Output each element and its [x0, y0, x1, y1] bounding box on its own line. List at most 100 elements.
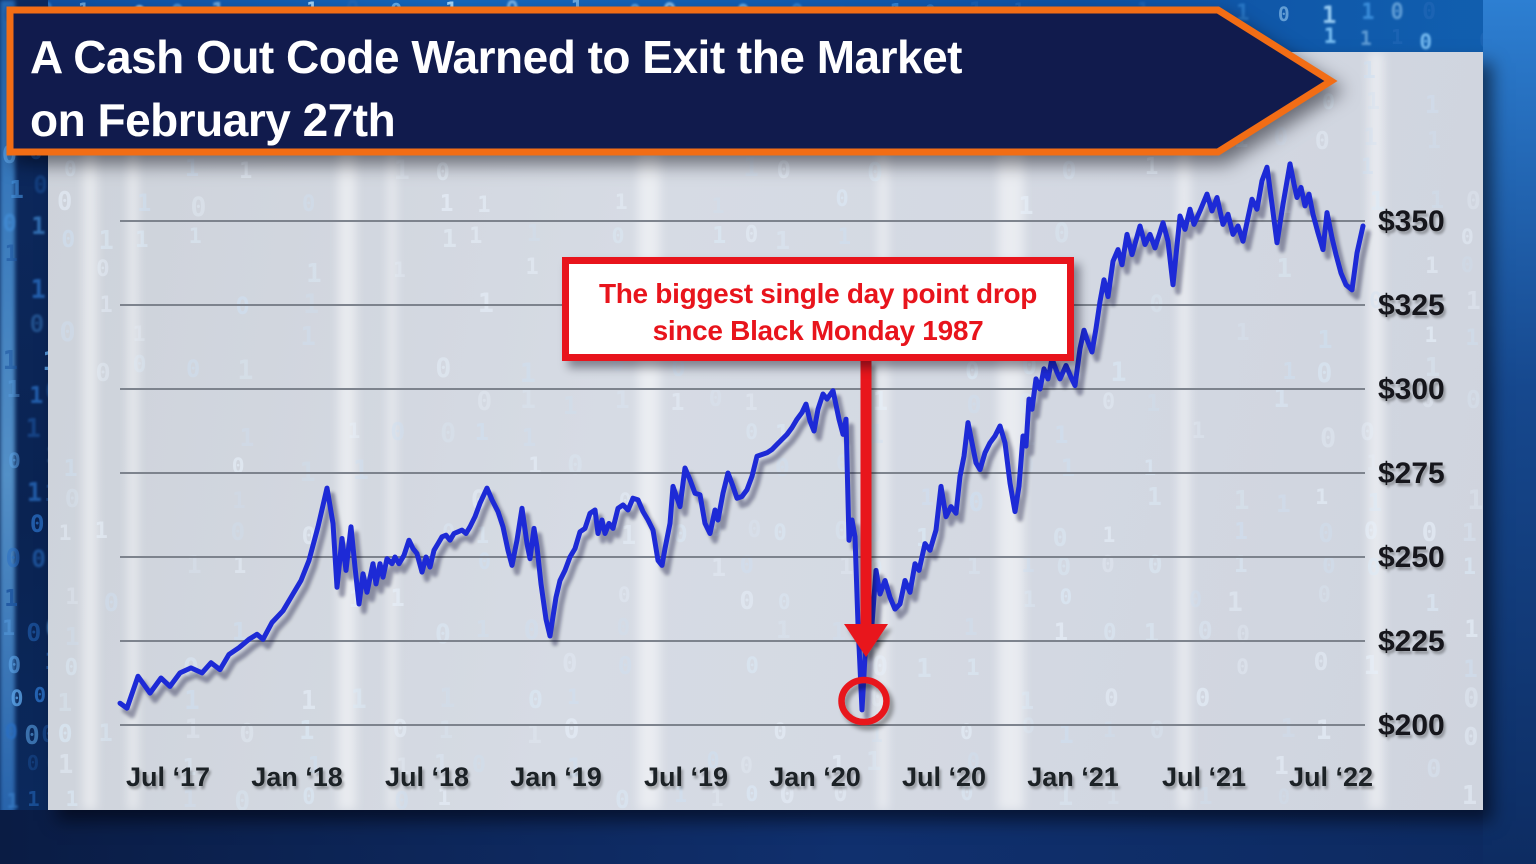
binary-digit: 0 [61, 225, 76, 253]
binary-digit: 1 [94, 518, 108, 544]
binary-digit: 1 [1467, 484, 1483, 516]
binary-digit: 1 [2, 344, 18, 375]
binary-digit: 1 [475, 614, 490, 643]
binary-digit: 0 [1317, 582, 1331, 608]
binary-digit: 1 [232, 487, 246, 514]
x-tick-label: Jul ‘17 [126, 762, 210, 792]
binary-digit: 1 [830, 749, 846, 779]
binary-digit: 0 [234, 787, 251, 810]
binary-digit: 1 [306, 258, 322, 289]
binary-digit: 0 [10, 686, 24, 712]
binary-digit: 0 [1465, 185, 1481, 215]
glow-bar [0, 0, 15, 864]
binary-digit: 1 [439, 190, 454, 217]
binary-digit: 0 [563, 715, 580, 746]
binary-digit: 1 [1233, 485, 1250, 516]
binary-digit: 0 [230, 516, 246, 546]
binary-digit: 1 [744, 390, 758, 417]
binary-digit: 1 [392, 257, 406, 283]
binary-digit: 1 [29, 380, 44, 409]
light-streak [1368, 52, 1384, 810]
price-line-group [117, 161, 1371, 720]
binary-digit: 1 [837, 224, 852, 251]
binary-digit: 1 [614, 189, 628, 215]
binary-digit: 1 [31, 211, 46, 240]
binary-digit: 1 [26, 476, 43, 507]
light-streak [388, 52, 396, 810]
binary-digit: 1 [63, 454, 78, 483]
binary-digit: 1 [920, 484, 934, 511]
binary-digit: 1 [441, 223, 457, 254]
y-tick-label: $325 [1378, 289, 1445, 322]
binary-digit: 1 [4, 242, 18, 268]
binary-digit: 0 [33, 683, 47, 708]
binary-digit: 0 [776, 155, 791, 184]
binary-digit: 0 [1102, 620, 1117, 647]
binary-digit: 0 [773, 719, 787, 746]
binary-digit: 1 [1102, 522, 1116, 548]
binary-digit: 0 [435, 352, 452, 384]
binary-digit: 1 [967, 553, 981, 580]
binary-digit: 1 [239, 158, 253, 184]
binary-digit: 0 [31, 543, 46, 573]
binary-digit: 0 [7, 652, 22, 679]
light-streak [878, 52, 888, 810]
binary-digit: 1 [1110, 356, 1127, 388]
binary-digit: 0 [1463, 721, 1479, 751]
binary-digit: 0 [394, 785, 410, 810]
binary-digit: 1 [1058, 719, 1074, 750]
binary-digit: 0 [239, 718, 255, 749]
binary-digit: 0 [1421, 387, 1435, 414]
binary-digit: 0 [966, 749, 980, 775]
binary-digit: 0 [968, 487, 985, 518]
binary-digit: 1 [393, 154, 410, 186]
binary-digit: 1 [566, 684, 580, 710]
binary-digit: 0 [1426, 754, 1442, 784]
x-tick-label: Jul ‘22 [1289, 762, 1373, 792]
binary-digit: 0 [5, 544, 22, 575]
binary-digit: 0 [1460, 252, 1474, 278]
binary-digit: 1 [1369, 186, 1385, 217]
binary-digit: 1 [1424, 90, 1440, 120]
binary-digit: 1 [347, 418, 361, 444]
binary-digit: 0 [190, 193, 207, 224]
binary-digit: 0 [959, 720, 973, 746]
binary-digit: 1 [299, 714, 315, 745]
binary-digit: 0 [833, 779, 848, 808]
binary-digit: 1 [1280, 713, 1296, 744]
binary-digit: 1 [966, 655, 980, 682]
binary-digit: 1 [182, 785, 197, 810]
binary-digit: 1 [1391, 24, 1404, 49]
binary-digit: 0 [1429, 288, 1443, 314]
binary-digit: 0 [2, 210, 17, 237]
y-tick-label: $275 [1378, 457, 1445, 490]
binary-digit: 1 [1234, 518, 1248, 545]
light-streak [638, 52, 660, 810]
binary-digit: 0 [231, 453, 245, 479]
binary-digit: 0 [966, 390, 982, 420]
binary-digit: 0 [739, 585, 755, 615]
binary-digit: 1 [300, 322, 316, 353]
banner-arrow-shape [6, 6, 1338, 156]
binary-digit: 1 [865, 747, 882, 778]
binary-digit: 1 [57, 687, 73, 717]
binary-digit: 0 [960, 780, 974, 806]
binary-digit: 0 [46, 617, 48, 643]
binary-digit: 1 [58, 521, 72, 547]
binary-digit: 1 [4, 584, 19, 612]
crash-low-circle [838, 676, 890, 726]
binary-digit: 0 [611, 223, 625, 249]
binary-digit: 0 [523, 615, 540, 647]
binary-digit: 0 [1422, 0, 1437, 26]
binary-digit: 0 [132, 352, 147, 379]
binary-digit: 0 [46, 379, 48, 404]
binary-digit: 1 [98, 225, 114, 256]
binary-digit: 1 [1361, 0, 1375, 26]
binary-digit: 0 [744, 221, 759, 248]
binary-digit: 0 [1052, 522, 1068, 552]
binary-digit: 1 [132, 322, 146, 348]
binary-digit: 1 [1321, 1, 1337, 30]
binary-digit: 1 [44, 651, 48, 674]
binary-digit: 1 [352, 454, 369, 486]
light-streak [128, 52, 138, 810]
